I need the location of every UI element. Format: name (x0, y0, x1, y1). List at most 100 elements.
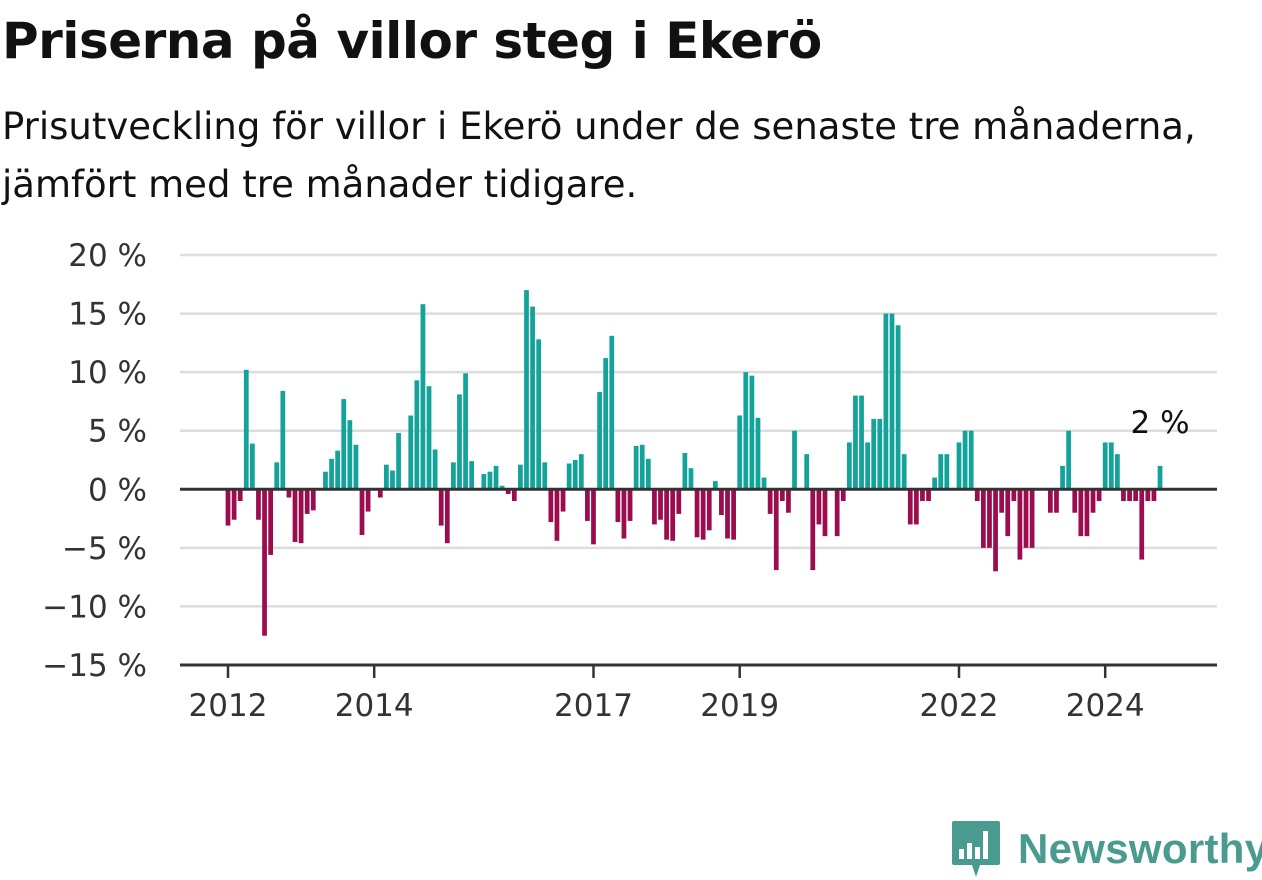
gridlines (180, 253, 1217, 608)
bar (737, 415, 743, 490)
bar (1060, 465, 1065, 490)
bar (493, 465, 499, 490)
bar (469, 461, 475, 490)
bar (268, 489, 274, 555)
x-tick-label: 2014 (335, 688, 414, 724)
bar (341, 399, 347, 490)
bar (530, 306, 535, 490)
axes (180, 487, 1217, 667)
bar (1005, 489, 1011, 537)
bar (1145, 489, 1151, 501)
bar (329, 458, 334, 490)
bar (913, 489, 919, 525)
newsworthy-logo-icon (952, 821, 1000, 877)
x-tick-label: 2019 (700, 688, 779, 724)
y-tick-label: 20 % (68, 238, 147, 274)
bar (706, 489, 712, 531)
bar (974, 489, 980, 501)
bar (1054, 489, 1059, 513)
bar (755, 417, 761, 490)
y-tick-label: 15 % (68, 297, 147, 333)
bar (639, 444, 645, 490)
bar (944, 454, 950, 490)
bar (1139, 489, 1145, 560)
bar (359, 489, 365, 535)
bar (518, 464, 523, 490)
bar-chart: 20 %15 %10 %5 %0 %−5 %−10 %−15 % 2012 201… (42, 238, 1217, 724)
bar (1011, 489, 1017, 501)
bar (883, 313, 889, 490)
chart-subtitle: Prisutveckling för villor i Ekerö under … (2, 105, 1196, 206)
bar (621, 489, 627, 539)
bar (390, 470, 395, 490)
bar (262, 489, 267, 636)
bar (658, 489, 663, 520)
bar (365, 489, 371, 512)
bar (298, 489, 304, 544)
last-value-label: 2 % (1131, 405, 1190, 441)
bar (633, 445, 639, 490)
bar (664, 489, 669, 540)
bar (907, 489, 913, 525)
bar (810, 489, 816, 571)
bar (408, 415, 414, 490)
bar (840, 489, 846, 501)
bar (426, 386, 432, 490)
bar (335, 450, 341, 490)
bar (457, 394, 462, 490)
bar (560, 489, 566, 512)
bar (773, 489, 779, 571)
bar (347, 420, 353, 490)
bar (956, 442, 962, 490)
bar (1115, 454, 1120, 490)
bar (292, 489, 298, 542)
brand-logo: Newsworthy (950, 818, 1262, 880)
annotations: 2 % (1131, 405, 1190, 441)
bar (1121, 489, 1126, 501)
bar (712, 481, 718, 490)
bar (1023, 489, 1029, 548)
x-tick-label: 2024 (1066, 688, 1145, 724)
brand-name: Newsworthy (1018, 825, 1262, 872)
bar (384, 464, 389, 490)
bar (451, 462, 456, 490)
bar (932, 477, 938, 490)
bar (225, 489, 231, 526)
bar (1066, 430, 1072, 490)
bar (926, 489, 931, 501)
bar (804, 454, 810, 490)
bar (895, 325, 901, 490)
bar (816, 489, 822, 525)
bar (719, 489, 724, 516)
bar (993, 489, 998, 572)
bar (743, 372, 749, 490)
bar (505, 489, 511, 494)
bar (438, 489, 444, 526)
bar (889, 313, 895, 490)
bars (225, 290, 1163, 636)
bar (1029, 489, 1035, 548)
bar (591, 489, 596, 545)
bar (688, 468, 694, 490)
bar (609, 335, 615, 490)
bar (694, 489, 700, 538)
bar (1157, 465, 1163, 490)
y-tick-label: 5 % (88, 414, 147, 450)
bar (779, 489, 785, 501)
bar (761, 477, 767, 490)
bar (597, 392, 602, 490)
bar (481, 474, 487, 490)
bar (304, 489, 310, 514)
bar (645, 458, 651, 490)
bar (822, 489, 828, 537)
bar (725, 489, 730, 539)
bar (834, 489, 840, 537)
y-tick-label: 10 % (68, 355, 147, 391)
bar (566, 463, 572, 490)
bar (536, 339, 542, 490)
bar (511, 489, 517, 501)
bar (377, 489, 383, 498)
bar (853, 395, 858, 490)
bar (432, 449, 438, 490)
bar (731, 489, 736, 540)
